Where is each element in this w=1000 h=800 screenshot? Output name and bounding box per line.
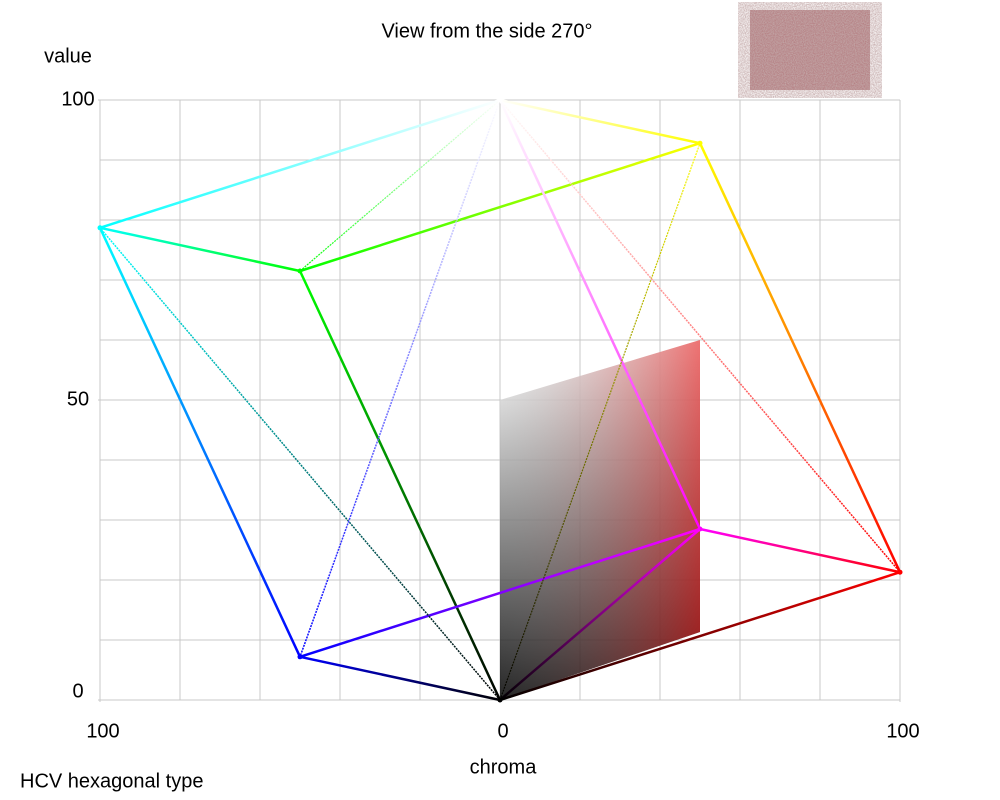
edge: [299, 99, 501, 272]
vertex: [297, 654, 303, 660]
edge: [698, 142, 902, 573]
edge: [99, 227, 501, 701]
y-tick-label: 100: [61, 88, 94, 110]
x-tick-label: 0: [497, 720, 508, 742]
edge: [499, 528, 701, 701]
edge: [299, 142, 701, 273]
edge: [499, 571, 901, 702]
vertex: [97, 225, 103, 231]
edge: [299, 527, 701, 658]
edge: [99, 98, 501, 229]
vertex: [497, 97, 503, 103]
edge: [298, 270, 502, 701]
edge: [499, 99, 901, 573]
vertex: [497, 697, 503, 703]
edge: [299, 655, 501, 702]
x-tick-label: 100: [86, 720, 119, 742]
vertex: [697, 526, 703, 532]
chart-title: View from the side 270°: [381, 20, 592, 42]
color-slice-tint: [500, 340, 700, 700]
sample-swatch-noise: [750, 10, 870, 90]
vertex: [897, 569, 903, 575]
edge: [99, 226, 301, 273]
y-tick-label: 50: [67, 388, 89, 410]
edge: [699, 527, 901, 574]
y-axis-label: value: [44, 45, 92, 67]
x-tick-label: 100: [886, 720, 919, 742]
edge: [498, 99, 702, 530]
edge: [499, 142, 701, 701]
vertex: [697, 140, 703, 146]
edge: [499, 98, 701, 145]
wireframe: [97, 97, 903, 703]
edge: [299, 99, 501, 658]
vertex: [297, 268, 303, 274]
x-axis-label: chroma: [470, 756, 538, 778]
edge: [98, 227, 302, 658]
caption: HCV hexagonal type: [20, 770, 203, 792]
y-tick-label: 0: [72, 680, 83, 702]
